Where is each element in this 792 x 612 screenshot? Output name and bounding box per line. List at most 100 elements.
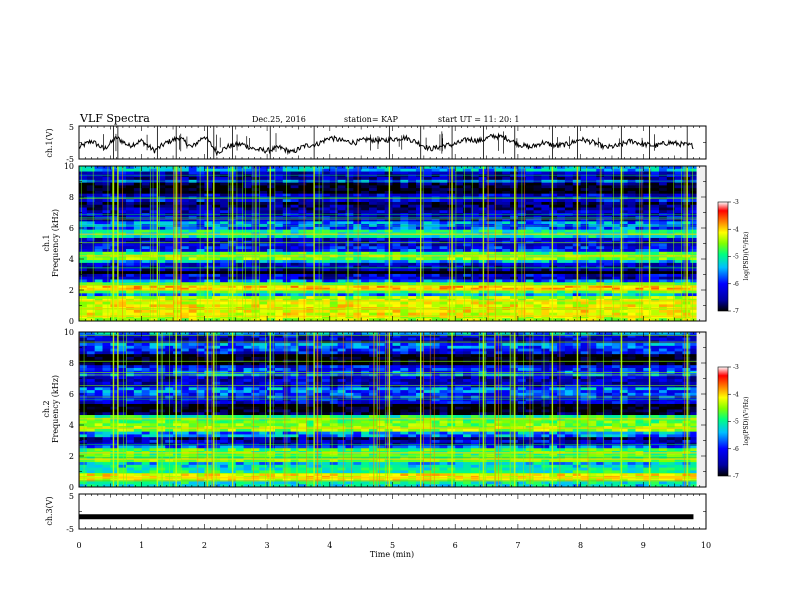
spectrogram-cell (126, 271, 135, 275)
spectrogram-cell (588, 188, 597, 192)
spectrogram-cell (126, 262, 135, 267)
spectrogram-cell (392, 285, 401, 289)
spectrogram-cell (243, 318, 252, 321)
spectrogram-cell (463, 251, 472, 256)
spectrogram-cell (549, 290, 558, 294)
spectrogram-cell (423, 235, 433, 239)
spectrogram-cell (157, 249, 166, 253)
spectrogram-cell (274, 226, 284, 231)
spectrogram-cell (165, 221, 174, 225)
spectrogram-cell (290, 296, 299, 300)
spectrogram-cell (533, 171, 542, 175)
spectrogram-cell (486, 262, 495, 267)
spectrogram-cell (220, 304, 229, 308)
spectrogram-cell (533, 296, 542, 300)
spectrogram-cell (619, 301, 629, 305)
spectrogram-cell (463, 273, 472, 278)
spectrogram-cell (611, 188, 621, 192)
spectrogram-cell (408, 268, 417, 272)
spectrogram-cell (290, 301, 299, 305)
spectrogram-cell (337, 190, 346, 195)
spectrogram-cell (165, 210, 174, 214)
spectrogram-cell (298, 268, 307, 272)
spectrogram-cell (188, 271, 198, 275)
spectrogram-cell (392, 262, 401, 267)
spectrogram-cell (423, 182, 433, 186)
spectrogram-cell (220, 182, 229, 186)
spectrogram-cell (157, 182, 166, 186)
spectrogram-cell (94, 279, 104, 283)
spectrogram-cell (267, 279, 276, 283)
spectrogram-cell (267, 262, 276, 267)
spectrogram-cell (204, 304, 213, 308)
spectrogram-cell (149, 182, 158, 186)
spectrogram-cell (298, 312, 307, 316)
spectrogram-cell (329, 235, 339, 239)
spectrogram-cell (149, 243, 158, 247)
spectrogram-cell (133, 318, 143, 321)
spectrogram-cell (533, 201, 542, 206)
spectrogram-cell (110, 279, 119, 283)
spectrogram-cell (165, 188, 174, 192)
spectrogram-cell (627, 193, 636, 197)
spectrogram-cell (345, 182, 354, 186)
spectrogram-cell (321, 218, 331, 222)
spectrogram-cell (353, 243, 362, 247)
spectrogram-cell (290, 221, 299, 225)
spectrogram-cell (126, 293, 135, 297)
spectrogram-cell (611, 315, 621, 319)
start-time-label: start UT = 11: 20: 1 (438, 115, 519, 124)
spectrogram-cell (502, 210, 511, 214)
spectrogram-cell (423, 309, 433, 314)
spectrogram-cell (133, 237, 143, 242)
spectrogram-cell (298, 237, 307, 242)
spectrogram-cell (690, 257, 699, 261)
spectrogram-cell (619, 315, 629, 319)
spectrogram-cell (353, 229, 362, 233)
spectrogram-cell (173, 171, 182, 175)
spectrogram-cell (564, 279, 574, 283)
spectrogram-cell (619, 293, 629, 297)
spectrogram-cell (173, 318, 182, 321)
spectrogram-cell (525, 262, 535, 267)
spectrogram-cell (588, 262, 597, 267)
spectrogram-cell (674, 204, 683, 209)
spectrogram-cell (149, 315, 158, 319)
spectrogram-cell (126, 237, 135, 242)
spectrogram-cell (431, 279, 441, 283)
spectrogram-cell (204, 177, 213, 181)
spectrogram-cell (321, 243, 331, 247)
spectrogram-cell (361, 301, 370, 305)
spectrogram-cell (110, 229, 119, 233)
spectrogram-cell (619, 318, 629, 321)
spectrogram-cell (212, 199, 221, 203)
spectrogram-cell (470, 273, 480, 278)
spectrogram-cell (79, 168, 88, 173)
spectrogram-cell (173, 273, 182, 278)
spectrogram-cell (463, 177, 472, 181)
spectrogram-cell (204, 207, 213, 211)
spectrogram-cell (643, 249, 652, 253)
ch1-waveform-frame (78, 125, 707, 160)
spectrogram-cell (235, 221, 245, 225)
spectrogram-cell (94, 312, 104, 316)
spectrogram-cell (212, 301, 221, 305)
spectrogram-cell (337, 196, 346, 200)
spectrogram-cell (502, 273, 511, 278)
spectrogram-cell (611, 193, 621, 197)
spectrogram-cell (439, 271, 448, 275)
spectrogram-cell (180, 174, 190, 178)
spectrogram-cell (321, 188, 331, 192)
spectrogram-cell (455, 296, 464, 300)
spectrogram-cell (298, 177, 307, 181)
spectrogram-cell (674, 221, 683, 225)
spectrogram-cell (79, 221, 88, 225)
spectrogram-cell (86, 273, 96, 278)
spectrogram-cell (188, 193, 198, 197)
spectrogram-cell (619, 268, 629, 272)
spectrogram-cell (126, 260, 135, 264)
spectrogram-cell (619, 174, 629, 178)
spectrogram-cell (494, 290, 503, 294)
spectrogram-cell (267, 210, 276, 214)
